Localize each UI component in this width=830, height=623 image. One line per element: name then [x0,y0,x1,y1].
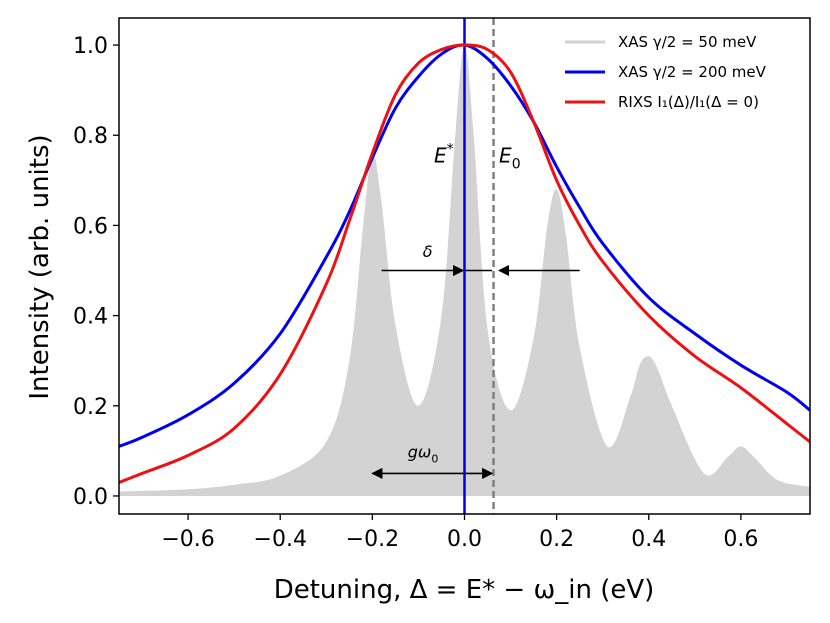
x-axis-label: Detuning, Δ = E* − ω_in (eV) [274,575,655,605]
x-tick-label: 0.0 [447,527,482,552]
y-axis-label: Intensity (arb. units) [25,134,55,399]
x-tick-label: −0.2 [346,527,399,552]
x-tick-label: 0.2 [539,527,574,552]
annotations: E* E0 δ gω0 [371,141,580,480]
y-tick-label: 0.8 [73,124,108,149]
g-omega-label: gω0 [408,443,439,466]
legend-label-xas-narrow: XAS γ/2 = 50 meV [618,33,757,51]
x-tick-label: 0.6 [723,527,758,552]
plot-area [119,18,810,514]
y-tick-label: 0.2 [73,395,108,420]
legend-label-rixs: RIXS I₁(Δ)/I₁(Δ = 0) [618,93,759,111]
x-tick-label: −0.4 [254,527,307,552]
y-tick-label: 1.0 [73,34,108,59]
y-tick-label: 0.0 [73,485,108,510]
x-tick-label: −0.6 [161,527,214,552]
x-tick-label: 0.4 [631,527,666,552]
rixs-line [119,43,810,484]
axes: −0.6 −0.4 −0.2 0.0 0.2 0.4 0.6 0.0 0.2 0.4 0.6 0.8 1… [73,17,811,552]
legend-label-xas-broad: XAS γ/2 = 200 meV [618,63,767,81]
e-star-label: E* [434,141,454,167]
y-tick-label: 0.6 [73,214,108,239]
e0-label: E0 [499,143,521,172]
legend: XAS γ/2 = 50 meV XAS γ/2 = 200 meV RIXS … [555,28,803,116]
delta-label: δ [423,242,433,261]
y-tick-label: 0.4 [73,305,108,330]
